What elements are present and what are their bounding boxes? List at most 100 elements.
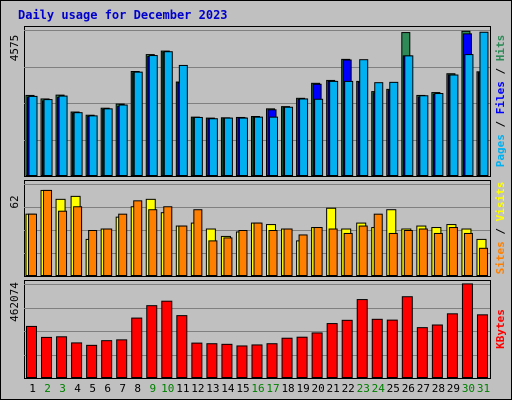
hits-bar (178, 64, 188, 176)
hits-bar (253, 116, 263, 176)
x-tick-label: 20 (312, 382, 325, 395)
kbytes-bar (221, 343, 233, 379)
series-labels: Pages / Files / Hits (494, 35, 507, 168)
sites-bar (448, 227, 458, 276)
hits-bar (193, 116, 203, 176)
panel-kbytes: 462074 KBytes (8, 280, 507, 379)
sites-bar (73, 206, 83, 277)
hits-bar (419, 95, 429, 176)
x-tick-label: 6 (104, 382, 111, 395)
x-tick-label: 5 (89, 382, 96, 395)
kbytes-bar (296, 336, 308, 378)
hits-bar (389, 81, 399, 176)
sites-bar (223, 237, 233, 277)
hits-bar (359, 59, 369, 177)
hits-bar (344, 80, 354, 176)
hits-bar (163, 51, 173, 177)
kbytes-bar (326, 323, 338, 378)
x-tick-label: 7 (119, 382, 126, 395)
chart-panels: 4575 Pages / Files / Hits 62 Sites / Visits… (8, 26, 507, 379)
series-label-hits: Hits (494, 35, 507, 62)
kbytes-bar (266, 343, 278, 379)
kbytes-bar (26, 325, 37, 378)
hits-bar (118, 104, 128, 176)
kbytes-bar (341, 319, 353, 379)
sites-bar (388, 232, 398, 276)
sites-bar (88, 230, 98, 276)
x-tick-label: 12 (191, 382, 204, 395)
sites-bar (418, 228, 428, 276)
series-label-kbytes: KBytes (494, 309, 507, 349)
hits-bar (269, 116, 279, 176)
x-tick-label: 17 (266, 382, 279, 395)
hits-bar (43, 99, 53, 176)
kbytes-bar (251, 344, 263, 379)
x-tick-label: 2 (44, 382, 51, 395)
hits-bar (464, 54, 474, 177)
panel-sites-visits: 62 Sites / Visits (8, 180, 507, 277)
kbytes-bar (386, 319, 398, 379)
sites-bar (403, 230, 413, 276)
hits-bar (58, 95, 68, 176)
kbytes-bar (371, 318, 383, 379)
kbytes-bar (56, 336, 68, 378)
x-tick-label: 8 (134, 382, 141, 395)
kbytes-bar (281, 337, 293, 378)
x-tick-label: 28 (432, 382, 445, 395)
kbytes-bar (86, 344, 98, 379)
series-separator: / (494, 221, 507, 241)
hits-bar (374, 82, 384, 176)
sites-bar (358, 225, 368, 276)
sites-bar (298, 234, 308, 276)
x-tick-label: 16 (251, 382, 264, 395)
x-tick-label: 11 (176, 382, 189, 395)
x-tick-label: 1 (29, 382, 36, 395)
sites-bar (178, 225, 188, 276)
x-tick-label: 4 (74, 382, 81, 395)
hits-bar (148, 55, 158, 176)
hits-bar (314, 98, 324, 176)
x-axis-labels: 1 2 3 4 5 6 7 8 9 10 11 12 13 14 15 16 17 18 19 20 21 22 23 24 2… (29, 382, 490, 395)
series-label-visits: Visits (494, 182, 507, 222)
kbytes-bar (191, 342, 203, 378)
series-label-pages: Pages (494, 134, 507, 167)
sites-bar (58, 210, 68, 276)
x-tick-label: 13 (206, 382, 219, 395)
kbytes-bar (146, 305, 158, 379)
series-labels: KBytes (494, 309, 507, 349)
sites-bar (163, 206, 173, 277)
sites-bar (28, 213, 37, 276)
x-tick-label: 31 (477, 382, 490, 395)
hits-bar (238, 117, 248, 176)
y-max-label: 462074 (8, 282, 21, 322)
kbytes-bar (446, 313, 458, 378)
sites-bar (238, 230, 248, 276)
kbytes-bar (176, 315, 188, 379)
x-tick-label: 22 (342, 382, 355, 395)
hits-bar (223, 117, 233, 176)
kbytes-bar (236, 345, 248, 379)
x-tick-label: 18 (281, 382, 294, 395)
kbytes-bar (101, 340, 113, 378)
sites-bar (313, 227, 323, 276)
series-separator: / (494, 114, 507, 134)
kbytes-bar (131, 317, 143, 379)
sites-bar (208, 240, 218, 277)
series-label-files: Files (494, 81, 507, 114)
hits-bar (133, 71, 143, 176)
x-tick-label: 15 (236, 382, 249, 395)
kbytes-bar (461, 283, 473, 378)
hits-bar (299, 98, 309, 176)
kbytes-bar (71, 342, 83, 378)
x-tick-label: 25 (387, 382, 400, 395)
y-max-label: 62 (8, 195, 21, 208)
x-tick-label: 27 (417, 382, 430, 395)
hits-bar (88, 115, 98, 176)
sites-bar (463, 232, 473, 276)
kbytes-bar (476, 314, 488, 378)
sites-bar (328, 228, 338, 276)
sites-bar (253, 222, 263, 276)
hits-bar (404, 55, 414, 176)
sites-bar (193, 209, 203, 276)
